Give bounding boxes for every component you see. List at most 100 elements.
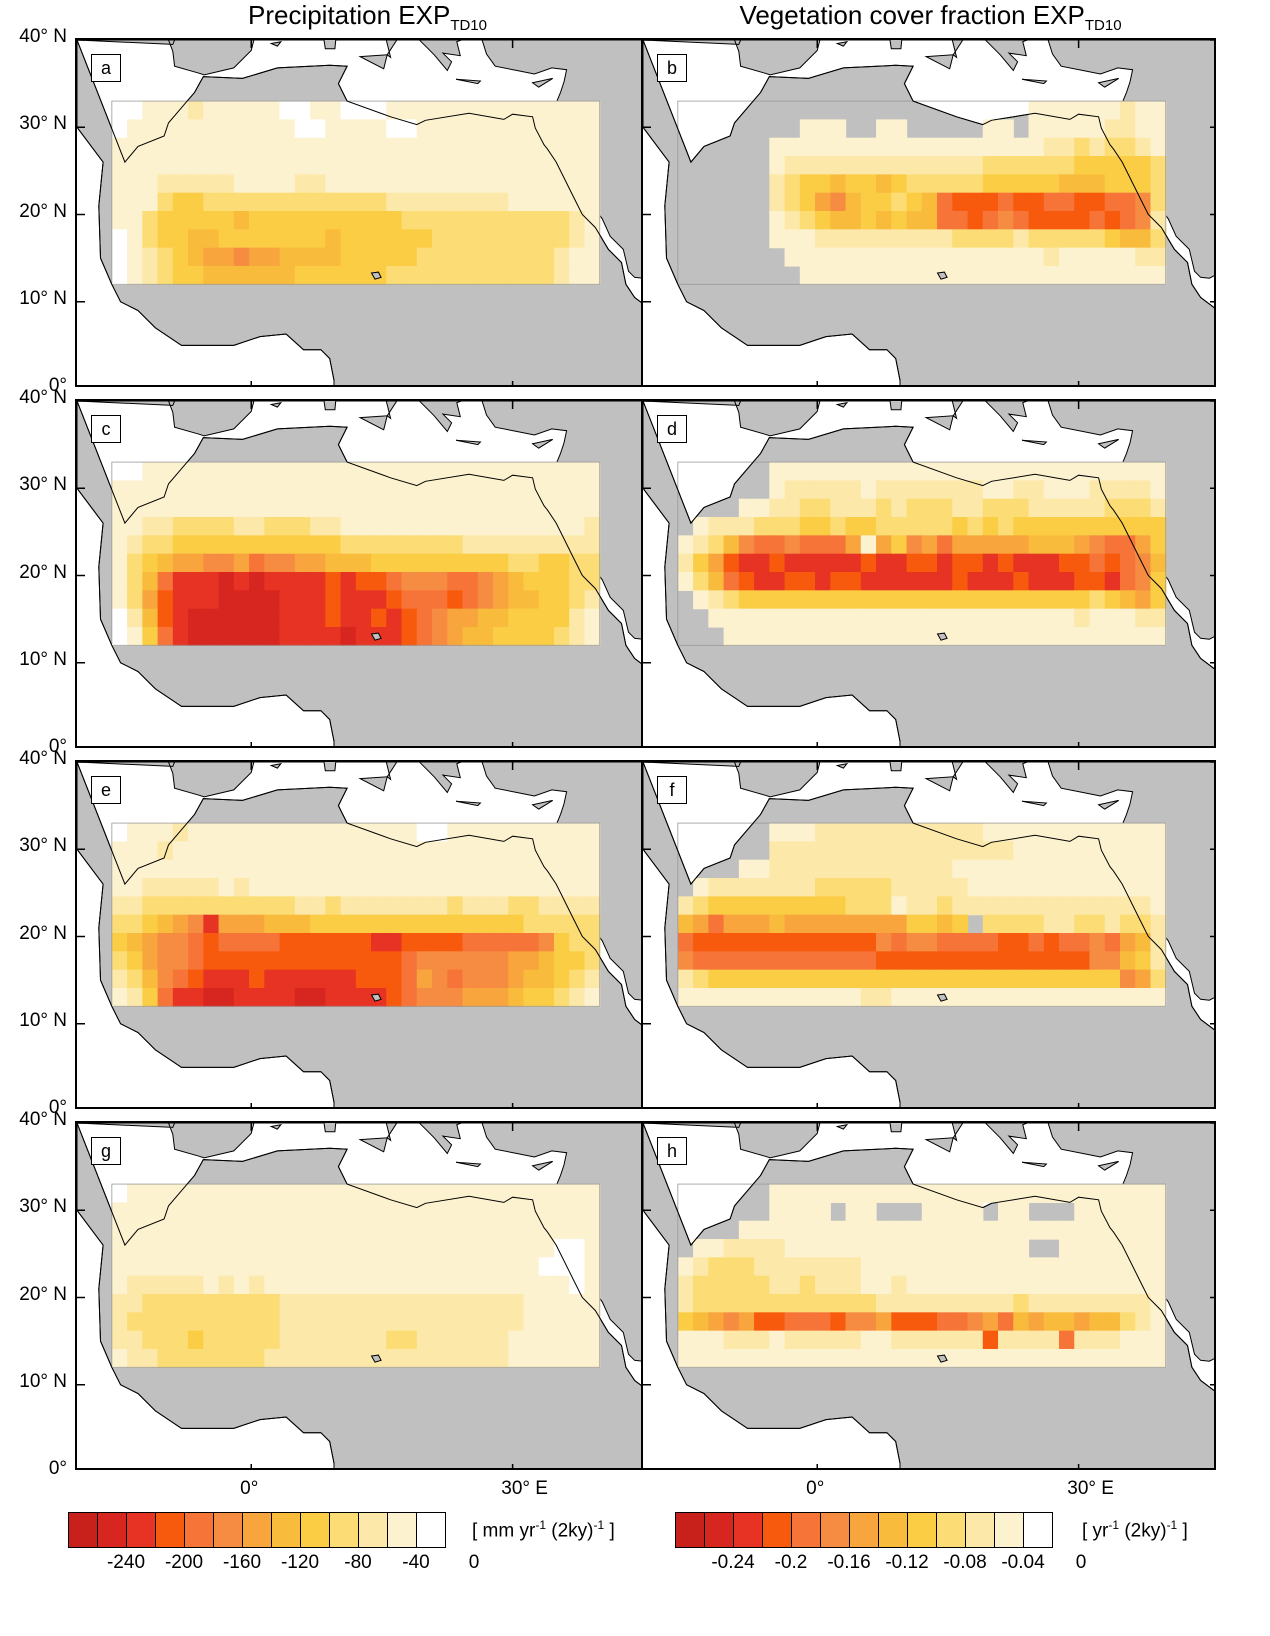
heatmap-cell [203,480,220,500]
heatmap-cell [188,987,204,1007]
heatmap-cell [1028,823,1045,842]
heatmap-cell [538,174,555,194]
heatmap-cell [432,101,448,120]
heatmap-cell [523,823,540,842]
heatmap-cell [340,1348,357,1368]
heatmap-cell [127,229,143,249]
heatmap-cell [1135,1312,1152,1332]
heatmap-cell [127,211,143,230]
heatmap-cell [845,1184,862,1203]
heatmap-cell [310,480,326,500]
heatmap-cell [508,480,525,500]
heatmap-cell [723,1312,740,1332]
heatmap-cell [1089,626,1106,646]
heatmap-cell [172,137,189,157]
heatmap-cell [538,265,555,285]
heatmap-cell [860,896,877,916]
heatmap-cell [738,1294,755,1313]
heatmap-cell [447,517,464,536]
heatmap-cell [172,156,189,175]
heatmap-cell [1135,841,1152,861]
heatmap-cell [553,859,570,879]
heatmap-cell [769,859,786,879]
heatmap-cell [203,1275,220,1295]
heatmap-cell [279,572,296,591]
heatmap-cell [310,1348,326,1368]
heatmap-cell [998,535,1014,555]
colorbar-label: 0 [468,1552,480,1573]
heatmap-cell [1028,951,1045,971]
heatmap-cell [432,1202,448,1222]
heatmap-cell [477,1294,494,1313]
heatmap-cell [937,211,953,230]
heatmap-cell [310,1202,326,1222]
heatmap-cell [325,174,342,194]
heatmap-cell [921,896,938,916]
heatmap-cell [1135,914,1152,934]
heatmap-cell [203,553,220,573]
heatmap-cell [708,969,725,989]
map-svg-e [77,762,648,1107]
heatmap-cell [1028,247,1045,267]
heatmap-cell [218,1184,235,1203]
heatmap-cell [127,572,143,591]
heatmap-cell [784,626,801,646]
heatmap-cell [264,878,281,897]
heatmap-cell [921,211,938,230]
heatmap-cell [127,914,143,934]
heatmap-cell [340,1202,357,1222]
heatmap-cell [371,1294,387,1313]
heatmap-cell [553,462,570,481]
heatmap-cell [1150,987,1167,1007]
heatmap-cell [249,1275,265,1295]
heatmap-cell [157,174,174,194]
heatmap-cell [799,987,816,1007]
heatmap-cell [294,933,311,952]
heatmap-cell [416,896,433,916]
heatmap-cell [921,192,938,212]
heatmap-cell [876,535,892,555]
heatmap-cell [203,1312,220,1332]
heatmap-cell [1089,1239,1106,1258]
heatmap-cell [891,192,908,212]
heatmap-cell [111,229,128,249]
heatmap-cell [233,1257,250,1277]
heatmap-cell [447,174,464,194]
heatmap-cell [906,137,923,157]
heatmap-cell [1043,914,1060,934]
heatmap-cell [799,1220,816,1240]
heatmap-cell [799,572,816,591]
heatmap-cell [538,1275,555,1295]
heatmap-cell [538,119,555,139]
heatmap-cell [1074,914,1091,934]
heatmap-cell [1150,914,1167,934]
heatmap-cell [967,841,984,861]
heatmap-cell [799,192,816,212]
heatmap-cell [172,1202,189,1222]
heatmap-cell [355,211,372,230]
heatmap-cell [921,823,938,842]
heatmap-cell [279,137,296,157]
heatmap-cell [416,859,433,879]
heatmap-cell [738,951,755,971]
heatmap-cell [799,462,816,481]
heatmap-cell [432,823,448,842]
heatmap-cell [784,229,801,249]
heatmap-cell [188,1330,204,1350]
heatmap-cell [188,914,204,934]
heatmap-cell [401,859,418,879]
heatmap-cell [1119,914,1136,934]
heatmap-cell [1059,553,1075,573]
heatmap-cell [1028,498,1045,518]
heatmap-cell [294,480,311,500]
heatmap-cell [1119,933,1136,952]
heatmap-cell [921,517,938,536]
heatmap-cell [493,553,509,573]
heatmap-cell [111,1239,128,1258]
heatmap-cell [371,590,387,610]
heatmap-cell [1135,969,1152,989]
heatmap-cell [188,608,204,628]
heatmap-cell [1059,987,1075,1007]
heatmap-cell [218,987,235,1007]
heatmap-cell [157,969,174,989]
